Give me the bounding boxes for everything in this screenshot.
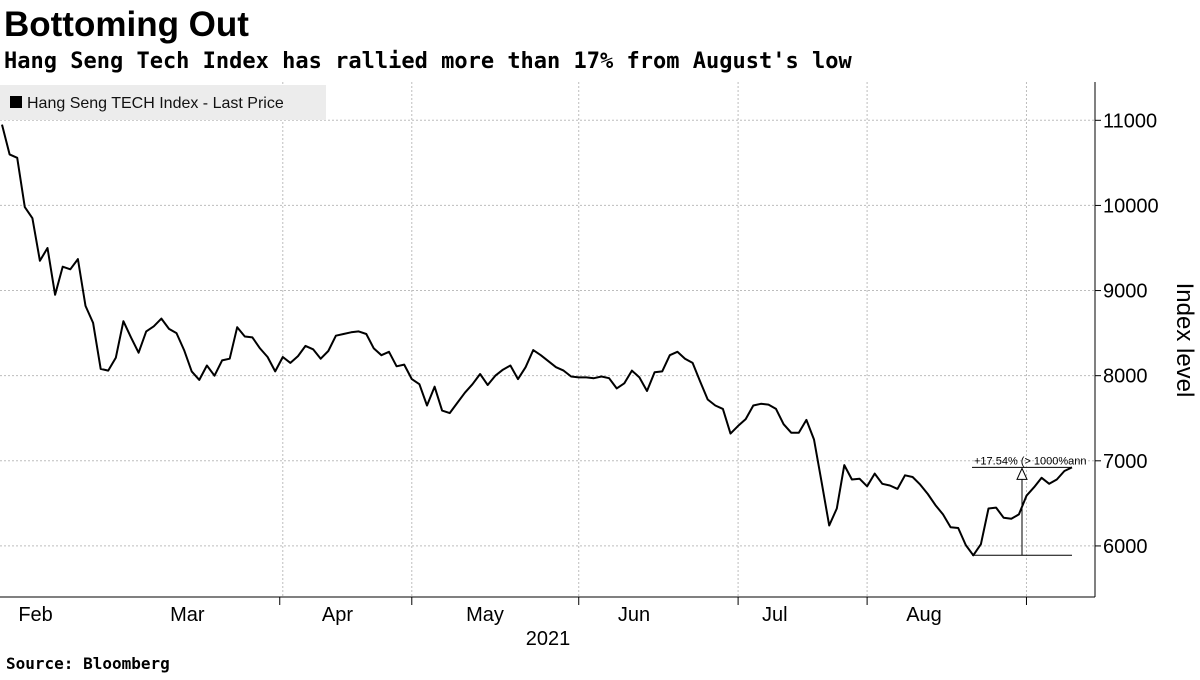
axes: 6000 7000 8000 9000 10000 11000 Feb Mar Apr May Ju… — [0, 82, 1159, 626]
annotation-label: +17.54% (> 1000%ann — [974, 455, 1087, 467]
legend-box — [0, 85, 326, 120]
y-tick-label: 8000 — [1103, 366, 1148, 388]
gridlines — [0, 82, 1095, 597]
x-tick-label: Apr — [322, 604, 353, 626]
chart-subtitle: Hang Seng Tech Index has rallied more th… — [4, 49, 852, 74]
legend-label: Hang Seng TECH Index - Last Price — [27, 95, 284, 112]
x-tick-label: Jun — [618, 604, 650, 626]
x-tick-label: Aug — [906, 604, 942, 626]
y-tick-label: 6000 — [1103, 536, 1148, 558]
x-tick-label: Feb — [18, 604, 52, 626]
annotation-arrow-head — [1016, 467, 1028, 480]
chart-title: Bottoming Out — [4, 5, 249, 44]
x-year-label: 2021 — [526, 628, 571, 650]
y-tick-label: 10000 — [1103, 195, 1159, 217]
series-line — [1, 124, 1073, 557]
source-note: Source: Bloomberg — [6, 654, 170, 673]
y-tick-label: 9000 — [1103, 281, 1148, 303]
y-tick-label: 7000 — [1103, 451, 1148, 473]
y-axis-label: Index level — [1171, 283, 1198, 398]
x-tick-label: Mar — [170, 604, 205, 626]
y-tick-label: 11000 — [1103, 110, 1157, 132]
annotation-layer: +17.54% (> 1000%ann — [972, 455, 1087, 556]
series-layer — [1, 124, 1073, 557]
x-tick-label: Jul — [762, 604, 788, 626]
x-tick-label: May — [466, 604, 504, 626]
legend-swatch — [10, 96, 22, 108]
